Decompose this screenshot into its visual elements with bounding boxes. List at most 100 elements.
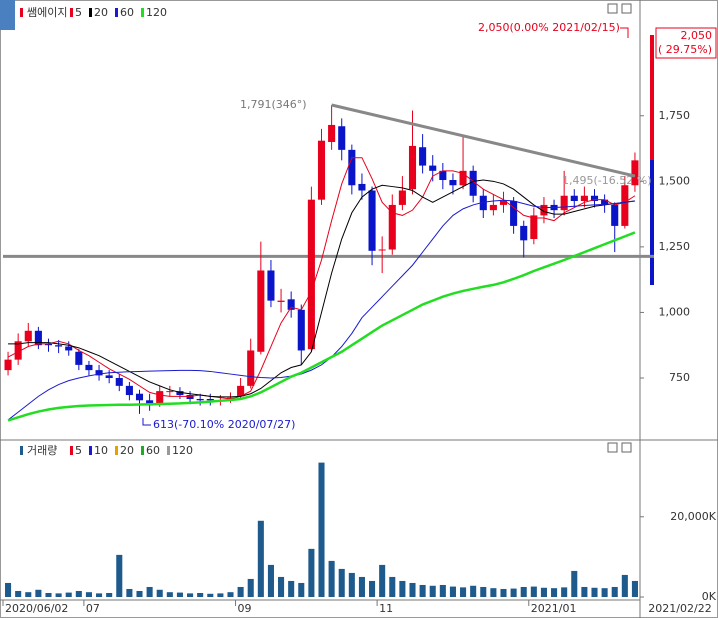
candle-body bbox=[85, 364, 93, 371]
volume-bar bbox=[338, 568, 345, 597]
y-tick-label: 750 bbox=[669, 371, 690, 384]
volume-bar bbox=[601, 588, 608, 597]
volume-bar bbox=[348, 572, 355, 597]
annotation: 613(-70.10% 2020/07/27) bbox=[153, 418, 295, 431]
volume-bar bbox=[96, 593, 103, 597]
x-tick-label: 2020/06/02 bbox=[5, 602, 68, 615]
legend-marker bbox=[115, 8, 118, 17]
candle-body bbox=[459, 170, 467, 186]
window-button[interactable] bbox=[621, 442, 632, 453]
moving-average bbox=[7, 231, 636, 422]
volume-bar bbox=[106, 592, 113, 597]
volume-bar bbox=[369, 580, 376, 597]
candle-body bbox=[631, 160, 639, 186]
volume-bar bbox=[267, 564, 274, 597]
candle-body bbox=[196, 398, 204, 401]
annotation-arrow bbox=[620, 27, 629, 38]
candle-body bbox=[530, 215, 538, 240]
candle-body bbox=[348, 149, 356, 186]
legend-label: 60 bbox=[146, 444, 160, 457]
volume-bar bbox=[5, 582, 12, 597]
candle-body bbox=[14, 341, 22, 360]
candle-body bbox=[206, 398, 214, 401]
volume-bar bbox=[136, 590, 143, 597]
candle-body bbox=[277, 300, 285, 302]
volume-bar bbox=[156, 589, 163, 597]
legend-marker bbox=[141, 8, 144, 17]
volume-bar bbox=[237, 586, 244, 597]
volume-bar bbox=[460, 587, 467, 597]
candle-body bbox=[590, 195, 599, 201]
candle-body bbox=[570, 195, 578, 201]
volume-bar bbox=[65, 592, 72, 597]
volume-bar bbox=[35, 589, 42, 597]
volume-bar bbox=[207, 593, 214, 597]
candle-body bbox=[146, 400, 154, 406]
volume-bar bbox=[490, 588, 497, 597]
legend-label: 5 bbox=[75, 444, 82, 457]
candle-body bbox=[4, 359, 12, 371]
candle-body bbox=[75, 351, 83, 365]
volume-bar bbox=[288, 580, 295, 597]
volume-bar bbox=[217, 593, 224, 597]
candle-body bbox=[55, 345, 63, 347]
window-button[interactable] bbox=[607, 442, 618, 453]
volume-bar bbox=[85, 592, 92, 597]
volume-bar bbox=[429, 585, 436, 597]
annotation: 2,050(0.00% 2021/02/15) bbox=[478, 21, 620, 34]
candle-body bbox=[115, 377, 123, 386]
legend-label: 60 bbox=[120, 6, 134, 19]
candle-body bbox=[499, 200, 508, 205]
volume-bar bbox=[75, 590, 82, 597]
candle-body bbox=[520, 225, 528, 241]
candle-body bbox=[510, 200, 518, 226]
volume-bar bbox=[166, 592, 173, 597]
legend-marker bbox=[70, 8, 73, 17]
candle-body bbox=[317, 140, 326, 200]
candle-body bbox=[166, 391, 174, 393]
candle-body bbox=[287, 299, 295, 310]
candle-body bbox=[135, 393, 144, 401]
candle-body bbox=[247, 350, 255, 386]
volume-bar bbox=[621, 574, 628, 597]
volume-bar bbox=[470, 585, 477, 597]
candle-body bbox=[307, 199, 315, 350]
volume-bar bbox=[257, 520, 264, 597]
y-tick-label: 1,250 bbox=[659, 240, 691, 253]
annotation: 1,495(-16.52 %) bbox=[562, 174, 651, 187]
volume-bar bbox=[308, 548, 315, 597]
y-tick-label: 0K bbox=[702, 590, 717, 603]
volume-bar bbox=[379, 564, 386, 597]
volume-bar bbox=[45, 592, 52, 597]
y-tick-label: 1,750 bbox=[659, 109, 691, 122]
volume-bar bbox=[15, 590, 22, 597]
window-button[interactable] bbox=[607, 3, 618, 14]
window-button[interactable] bbox=[621, 3, 632, 14]
legend-marker bbox=[141, 446, 144, 455]
volume-bar bbox=[449, 586, 456, 597]
legend-marker bbox=[89, 8, 92, 17]
legend-marker bbox=[20, 446, 23, 455]
volume-bar bbox=[571, 570, 578, 597]
volume-bar bbox=[581, 586, 588, 597]
chart-title: 쌤에이지 bbox=[27, 6, 67, 19]
legend-marker bbox=[89, 446, 92, 455]
volume-bar bbox=[358, 576, 365, 597]
candle-body bbox=[580, 195, 588, 201]
candle-body bbox=[338, 126, 346, 150]
candle-body bbox=[368, 190, 376, 251]
volume-bar bbox=[439, 584, 446, 597]
volume-bar bbox=[55, 593, 62, 597]
candle-body bbox=[621, 185, 629, 226]
candle-body bbox=[601, 199, 609, 205]
candle-body bbox=[560, 195, 568, 211]
price-box bbox=[655, 27, 717, 59]
legend-label: 10 bbox=[94, 444, 108, 457]
candle-body bbox=[267, 270, 275, 301]
candle-body bbox=[186, 395, 194, 399]
range-bar bbox=[650, 160, 654, 285]
volume-bar bbox=[187, 593, 194, 597]
candle-body bbox=[297, 309, 305, 351]
volume-bar bbox=[328, 560, 335, 597]
